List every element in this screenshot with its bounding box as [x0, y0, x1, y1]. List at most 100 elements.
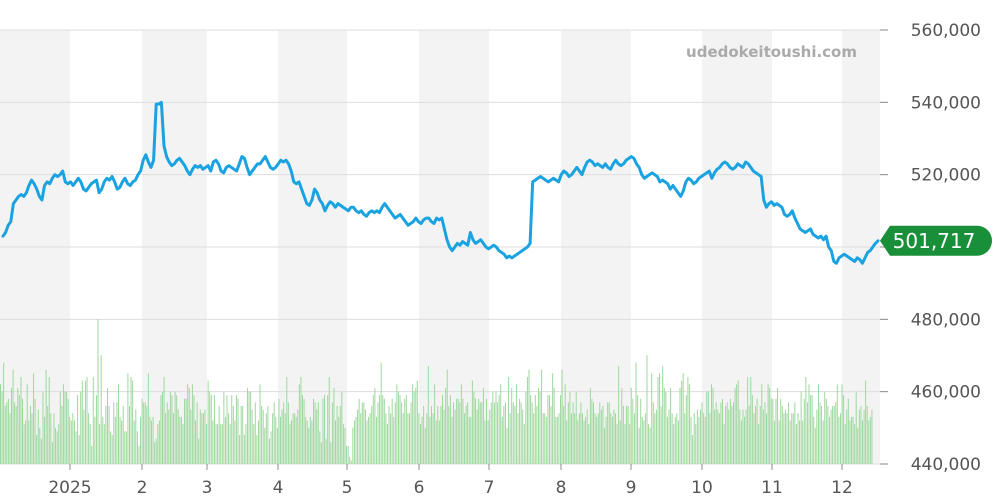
volume-bar [670, 387, 672, 464]
volume-bar [497, 402, 499, 464]
volume-bar [762, 409, 764, 464]
volume-bar [655, 409, 657, 464]
volume-bar [114, 416, 116, 464]
volume-bar [265, 413, 267, 464]
volume-bar [42, 391, 44, 464]
volume-bar [487, 420, 489, 464]
volume-bar [748, 406, 750, 464]
volume-bar [67, 398, 69, 464]
volume-bar [627, 406, 629, 464]
volume-bar [259, 384, 261, 464]
volume-bar [613, 409, 615, 464]
volume-bar [336, 406, 338, 464]
volume-bar [495, 391, 497, 464]
volume-bar [777, 387, 779, 464]
volume-bar [141, 398, 143, 464]
volume-bar [767, 384, 769, 464]
volume-bar [108, 406, 110, 464]
volume-bar [852, 416, 854, 464]
x-tick-label: 11 [761, 478, 783, 498]
volume-bar [358, 398, 360, 464]
volume-bar [583, 420, 585, 464]
volume-bar [753, 413, 755, 464]
volume-bar [671, 413, 673, 464]
volume-bar [816, 409, 818, 464]
volume-bar [292, 413, 294, 464]
volume-bar [147, 373, 149, 464]
volume-bar [586, 409, 588, 464]
volume-bar [404, 398, 406, 464]
volume-bar [794, 402, 796, 464]
volume-bar [132, 380, 134, 464]
volume-bar [202, 413, 204, 464]
volume-bar [813, 416, 815, 464]
volume-bar [240, 406, 242, 464]
volume-bar [352, 427, 354, 464]
volume-bar [218, 406, 220, 464]
volume-bar [800, 391, 802, 464]
volume-bar [731, 406, 733, 464]
volume-bar [589, 387, 591, 464]
volume-bar [165, 413, 167, 464]
volume-bar [174, 391, 176, 464]
volume-bar [187, 384, 189, 464]
volume-bar [180, 416, 182, 464]
volume-bar [835, 402, 837, 464]
volume-bar [556, 416, 558, 464]
volume-bar [160, 395, 162, 464]
volume-bar [372, 395, 374, 464]
volume-bar [699, 409, 701, 464]
volume-bar [66, 391, 68, 464]
volume-bar [679, 387, 681, 464]
volume-bar [40, 438, 42, 464]
volume-bar [3, 362, 5, 464]
volume-bar [206, 424, 208, 464]
volume-bar [308, 427, 310, 464]
volume-bar [526, 377, 528, 464]
volume-bar [630, 387, 632, 464]
volume-bar [289, 424, 291, 464]
volume-bar [470, 416, 472, 464]
volume-bar [684, 413, 686, 464]
volume-bar [600, 409, 602, 464]
volume-bar [335, 420, 337, 464]
volume-bar [778, 420, 780, 464]
volume-bar [677, 420, 679, 464]
volume-bar [412, 384, 414, 464]
volume-bar [364, 409, 366, 464]
volume-bar [780, 398, 782, 464]
volume-bar [399, 395, 401, 464]
volume-bar [363, 402, 365, 464]
volume-bar [416, 380, 418, 464]
volume-bar [242, 406, 244, 464]
volume-bar [464, 413, 466, 464]
volume-bar [531, 402, 533, 464]
volume-bar [770, 398, 772, 464]
volume-bar [405, 395, 407, 464]
volume-bar [866, 406, 868, 464]
volume-bar [349, 456, 351, 464]
volume-bar [226, 395, 228, 464]
volume-bar [256, 435, 258, 464]
volume-bar [248, 391, 250, 464]
volume-bar [59, 391, 61, 464]
volume-bar [490, 402, 492, 464]
x-tick-label: 2 [137, 478, 148, 498]
volume-bar [117, 384, 119, 464]
volume-bar [143, 402, 145, 464]
volume-bar [550, 406, 552, 464]
x-tick-label: 7 [484, 478, 495, 498]
volume-bar [198, 438, 200, 464]
volume-bar [394, 402, 396, 464]
volume-bar [29, 406, 31, 464]
volume-bar [184, 398, 186, 464]
volume-bar [28, 420, 30, 464]
volume-bar [306, 420, 308, 464]
volume-bar [331, 402, 333, 464]
volume-bar [80, 391, 82, 464]
volume-bar [704, 416, 706, 464]
volume-bar [341, 391, 343, 464]
volume-bar [737, 380, 739, 464]
volume-bar [710, 384, 712, 464]
volume-bar [522, 409, 524, 464]
